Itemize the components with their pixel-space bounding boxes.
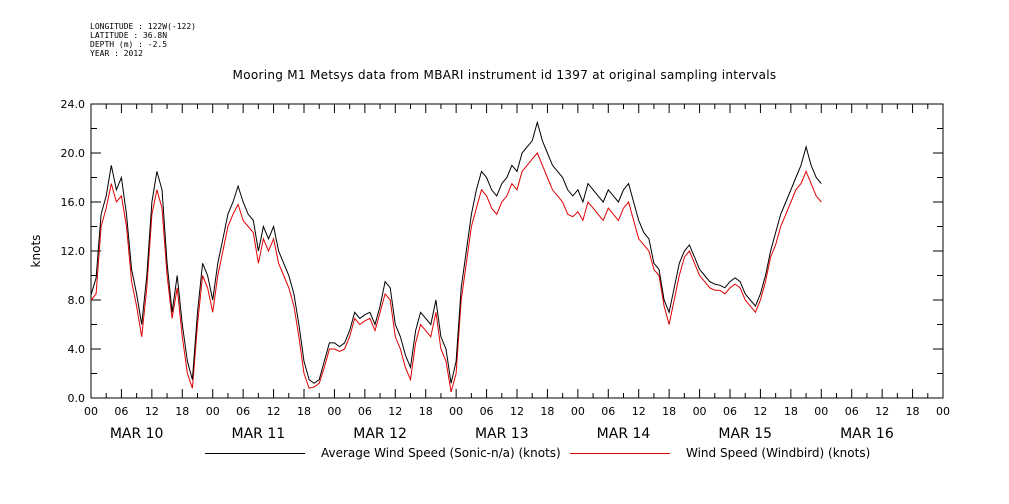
x-tick-label: 12 [753, 405, 767, 418]
plot-frame [90, 103, 944, 399]
x-tick-label: 12 [388, 405, 402, 418]
legend-swatch-windbird [570, 453, 670, 454]
sonic-series-line [90, 120, 822, 384]
day-label: MAR 11 [232, 426, 286, 442]
chart-title: Mooring M1 Metsys data from MBARI instru… [232, 68, 777, 82]
y-tick-label: 20.0 [61, 147, 86, 160]
windbird-series-line [90, 152, 822, 393]
longitude-label: LONGITUDE : 122W(-122) [90, 22, 196, 31]
year-label: YEAR : 2012 [90, 49, 143, 58]
x-tick-label: 06 [601, 405, 615, 418]
x-tick-label: 06 [358, 405, 372, 418]
y-tick-label: 0.0 [68, 392, 86, 405]
legend-swatch-sonic [205, 453, 305, 454]
mooring-metadata: LONGITUDE : 122W(-122) LATITUDE : 36.8N … [90, 22, 196, 58]
latitude-label: LATITUDE : 36.8N [90, 31, 168, 40]
x-tick-label: 12 [267, 405, 281, 418]
day-label: MAR 12 [353, 426, 407, 442]
y-tick-label: 12.0 [61, 245, 86, 258]
x-tick-label: 00 [327, 405, 341, 418]
x-tick-label: 00 [84, 405, 98, 418]
y-tick-label: 16.0 [61, 196, 86, 209]
x-tick-label: 00 [206, 405, 220, 418]
y-tick-label: 24.0 [61, 98, 86, 111]
day-label: MAR 10 [110, 426, 164, 442]
day-label: MAR 15 [718, 426, 772, 442]
x-tick-label: 06 [845, 405, 859, 418]
y-tick-label: 8.0 [68, 294, 86, 307]
x-tick-label: 18 [662, 405, 676, 418]
x-tick-label: 06 [480, 405, 494, 418]
legend: Average Wind Speed (Sonic-n/a) (knots) [205, 446, 561, 460]
x-tick-label: 06 [114, 405, 128, 418]
y-axis-label: knots [29, 235, 43, 268]
x-tick-label: 18 [540, 405, 554, 418]
legend-label-windbird: Wind Speed (Windbird) (knots) [686, 446, 871, 460]
legend-label-sonic: Average Wind Speed (Sonic-n/a) (knots) [321, 446, 561, 460]
x-tick-label: 00 [571, 405, 585, 418]
x-tick-label: 12 [145, 405, 159, 418]
depth-label: DEPTH (m) : -2.5 [90, 40, 168, 49]
legend-windbird: Wind Speed (Windbird) (knots) [570, 446, 870, 460]
y-tick-label: 4.0 [68, 343, 86, 356]
x-tick-label: 18 [906, 405, 920, 418]
x-tick-label: 00 [936, 405, 950, 418]
x-tick-label: 06 [236, 405, 250, 418]
x-tick-label: 12 [875, 405, 889, 418]
day-label: MAR 13 [475, 426, 529, 442]
x-tick-label: 00 [449, 405, 463, 418]
x-tick-label: 12 [632, 405, 646, 418]
day-label: MAR 16 [840, 426, 894, 442]
x-tick-label: 00 [814, 405, 828, 418]
x-tick-label: 06 [723, 405, 737, 418]
x-tick-label: 18 [175, 405, 189, 418]
x-tick-label: 18 [419, 405, 433, 418]
x-tick-label: 18 [297, 405, 311, 418]
x-tick-label: 12 [510, 405, 524, 418]
day-label: MAR 14 [597, 426, 651, 442]
x-tick-label: 00 [693, 405, 707, 418]
x-tick-label: 18 [784, 405, 798, 418]
